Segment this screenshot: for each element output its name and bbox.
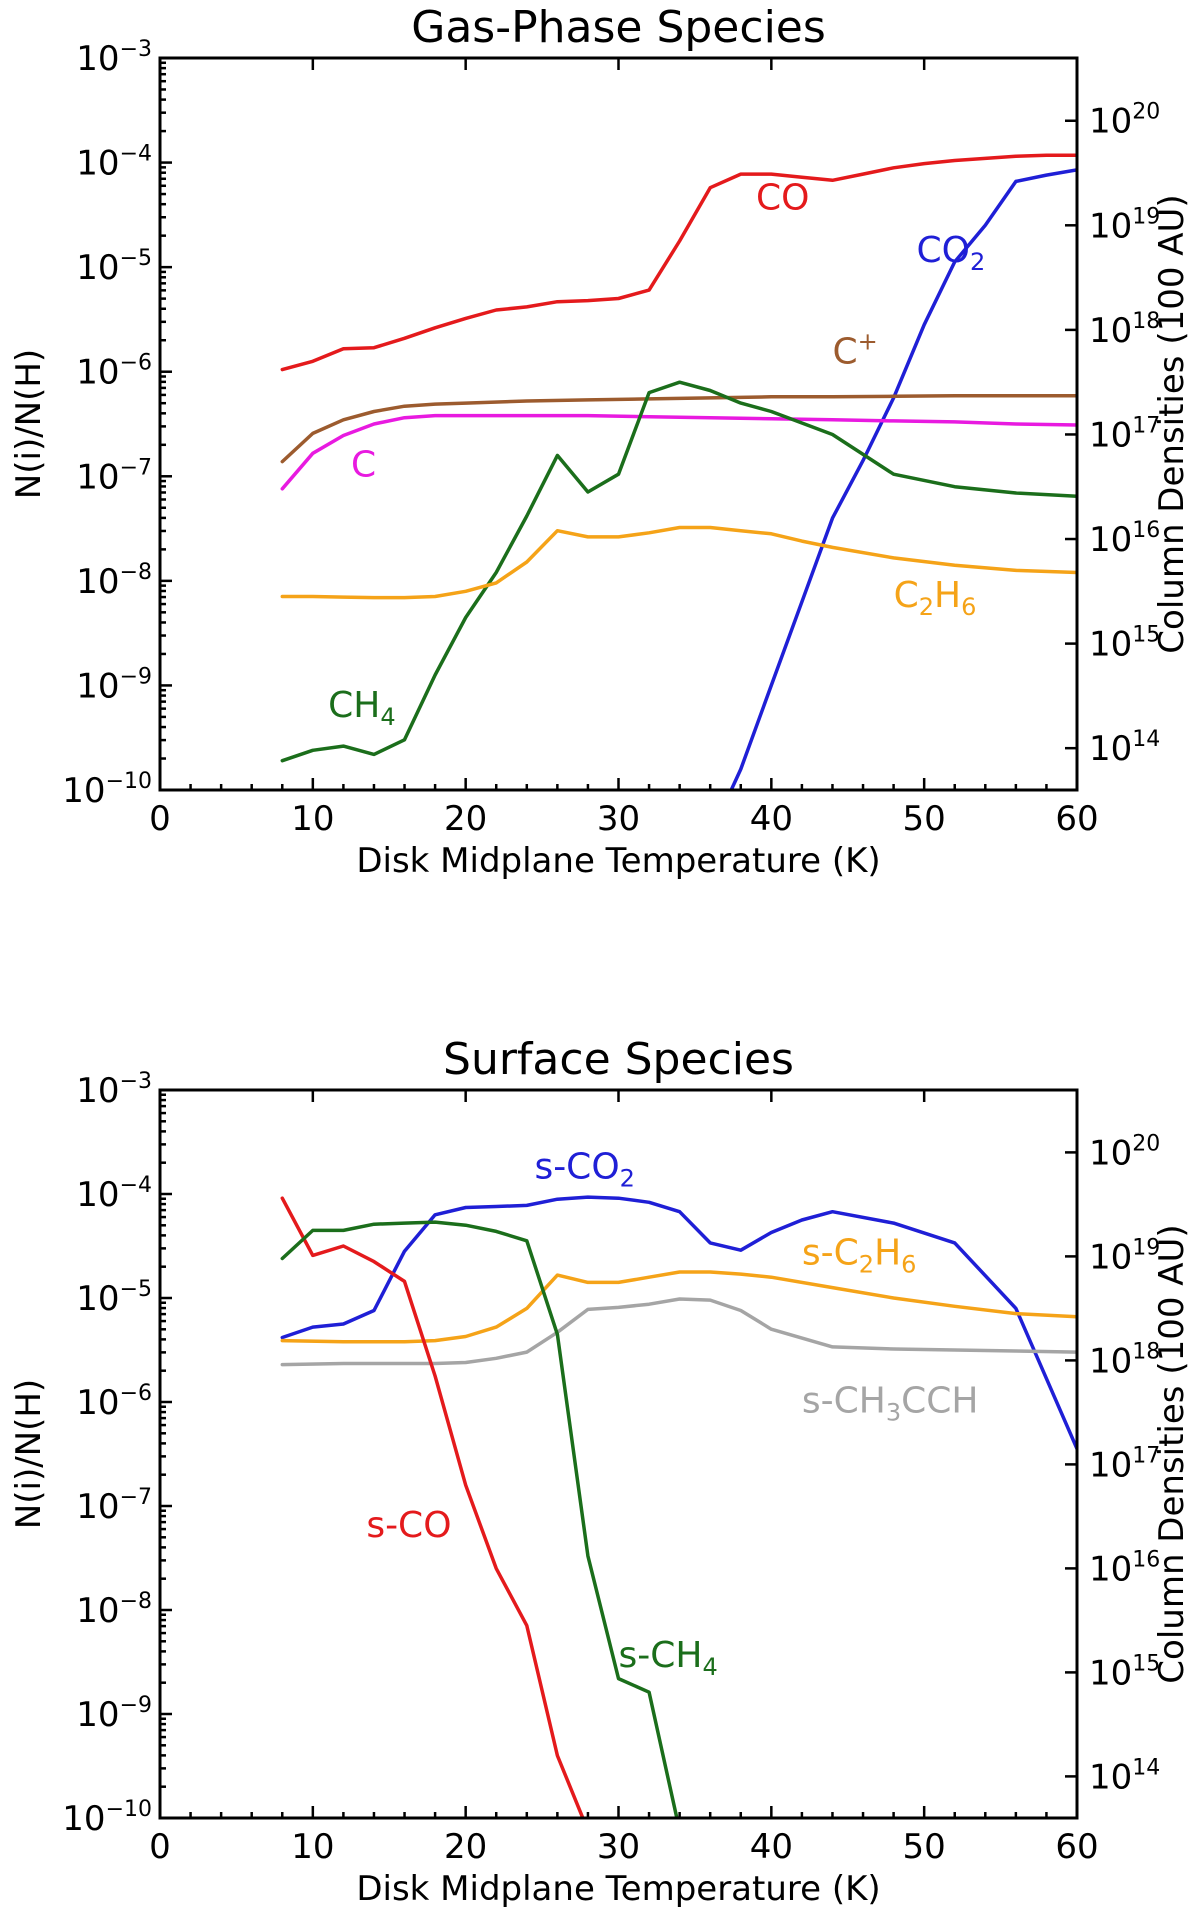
y-tick-label: 10−4 (76, 1173, 152, 1215)
y-tick-label: 10−3 (76, 37, 152, 79)
x-tick-label: 0 (149, 1827, 171, 1867)
y2-axis-label: Column Densities (100 AU) (1152, 194, 1192, 653)
series-line-s-c2h6 (280, 1270, 1077, 1344)
series-label-s-co: s-CO (366, 1505, 451, 1546)
series-label-ch4: CH4 (328, 685, 396, 731)
y2-tick-label: 1016 (1089, 1547, 1160, 1589)
series-label-s-co2: s-CO2 (534, 1146, 635, 1192)
x-tick-label: 10 (291, 799, 334, 839)
x-tick-label: 20 (444, 799, 487, 839)
x-tick-label: 30 (597, 1827, 640, 1867)
y-tick-label: 10−4 (76, 142, 152, 184)
y2-tick-label: 1015 (1089, 623, 1160, 665)
x-tick-label: 40 (750, 1827, 793, 1867)
y2-tick-label: 1017 (1089, 413, 1160, 455)
y-tick-label: 10−8 (76, 560, 152, 602)
y2-tick-label: 1015 (1089, 1651, 1160, 1693)
y2-tick-label: 1020 (1089, 100, 1160, 142)
y-tick-label: 10−5 (76, 246, 152, 288)
series-label-c+: C+ (832, 327, 877, 372)
x-tick-label: 60 (1055, 799, 1098, 839)
series-label-co2: CO2 (917, 230, 986, 276)
series-line-c2h6 (280, 525, 1077, 600)
y-axis-label: N(i)/N(H) (9, 349, 49, 499)
y2-tick-label: 1019 (1089, 1235, 1160, 1277)
y-tick-label: 10−6 (76, 351, 152, 393)
chart-title: Surface Species (443, 1034, 794, 1085)
series-label-s-ch3cch: s-CH3CCH (802, 1380, 979, 1426)
series-line-s-ch3cch (280, 1297, 1077, 1367)
series-lines (280, 1195, 1077, 1818)
y-tick-label: 10−9 (76, 1693, 152, 1735)
series-label-s-c2h6: s-C2H6 (802, 1233, 917, 1279)
series-line-s-ch4 (280, 1220, 679, 1818)
series-line-s-co (280, 1196, 585, 1818)
x-axis-label: Disk Midplane Temperature (K) (356, 841, 880, 881)
y2-tick-label: 1016 (1089, 518, 1160, 560)
x-tick-label: 50 (903, 799, 946, 839)
y-tick-label: 10−10 (62, 1797, 152, 1839)
series-label-co: CO (756, 178, 809, 219)
x-tick-label: 30 (597, 799, 640, 839)
y-tick-label: 10−10 (62, 769, 152, 811)
y2-tick-label: 1014 (1089, 1755, 1160, 1797)
y2-tick-label: 1020 (1089, 1131, 1160, 1173)
series-lines (280, 153, 1077, 790)
x-tick-label: 50 (903, 1827, 946, 1867)
x-tick-label: 0 (149, 799, 171, 839)
series-label-c: C (351, 444, 376, 485)
y-tick-label: 10−9 (76, 664, 152, 706)
x-tick-label: 40 (750, 799, 793, 839)
x-tick-label: 10 (291, 1827, 334, 1867)
y2-tick-label: 1017 (1089, 1443, 1160, 1485)
series-line-co2 (729, 168, 1077, 790)
y-tick-label: 10−6 (76, 1381, 152, 1423)
series-line-c (280, 413, 1077, 491)
y2-tick-label: 1019 (1089, 204, 1160, 246)
y-tick-label: 10−5 (76, 1277, 152, 1319)
plot-frame (158, 56, 1079, 792)
y2-tick-label: 1014 (1089, 727, 1160, 769)
x-tick-label: 60 (1055, 1827, 1098, 1867)
series-line-s-co2 (280, 1195, 1077, 1451)
y-axis-label: N(i)/N(H) (9, 1379, 49, 1529)
y-tick-label: 10−8 (76, 1589, 152, 1631)
series-label-s-ch4: s-CH4 (619, 1635, 718, 1681)
series-line-c+ (280, 394, 1077, 464)
y2-axis-label: Column Densities (100 AU) (1152, 1224, 1192, 1683)
x-tick-label: 20 (444, 1827, 487, 1867)
x-axis-label: Disk Midplane Temperature (K) (356, 1869, 880, 1909)
y-tick-label: 10−7 (76, 1485, 152, 1527)
y-tick-label: 10−7 (76, 455, 152, 497)
series-line-ch4 (280, 380, 1077, 763)
y2-tick-label: 1018 (1089, 309, 1160, 351)
y2-tick-label: 1018 (1089, 1339, 1160, 1381)
series-line-co (280, 153, 1077, 372)
y-tick-label: 10−3 (76, 1069, 152, 1111)
series-label-c2h6: C2H6 (894, 575, 977, 621)
chart-title: Gas-Phase Species (411, 2, 826, 53)
